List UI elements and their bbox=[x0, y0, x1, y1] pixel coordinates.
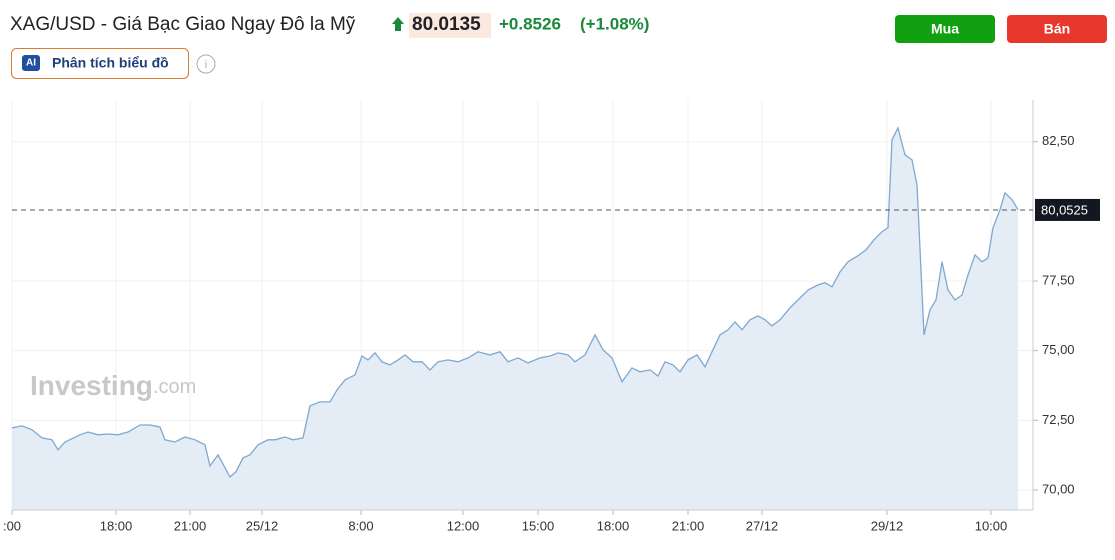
ai-button[interactable] bbox=[11, 48, 189, 79]
last-price-tag bbox=[1035, 198, 1100, 221]
change-percent: (+1.08%) bbox=[580, 14, 649, 33]
x-tick-label: 25/12 bbox=[246, 518, 279, 533]
sell-button[interactable] bbox=[1007, 15, 1107, 43]
y-tick-label: 75,00 bbox=[1042, 342, 1075, 357]
y-tick-label: 70,00 bbox=[1042, 481, 1075, 496]
x-tick-label: 10:00 bbox=[975, 518, 1008, 533]
watermark-brand: Investing bbox=[30, 370, 153, 401]
price-bg bbox=[409, 13, 491, 38]
up-arrow bbox=[392, 17, 404, 31]
x-tick-label: :00 bbox=[3, 518, 21, 533]
ai-badge: AI bbox=[26, 58, 36, 69]
title: XAG/USD - Giá Bạc Giao Ngay Đô la Mỹ bbox=[10, 14, 356, 35]
x-tick-label: 12:00 bbox=[447, 518, 480, 533]
x-tick-label: 27/12 bbox=[746, 518, 779, 533]
watermark: Investing.com bbox=[30, 370, 196, 401]
sell-label[interactable]: Bán bbox=[1044, 21, 1070, 37]
price: 80.0135 bbox=[412, 14, 481, 35]
y-tick-label: 77,50 bbox=[1042, 272, 1075, 287]
area-fill bbox=[12, 127, 1018, 511]
ai-icon bbox=[22, 55, 40, 71]
change: +0.8526 bbox=[499, 14, 561, 33]
buy-label[interactable]: Mua bbox=[931, 21, 959, 37]
buy-button[interactable] bbox=[895, 15, 995, 43]
y-tick-label: 82,50 bbox=[1042, 133, 1075, 148]
x-tick-label: 8:00 bbox=[348, 518, 373, 533]
watermark-suffix: .com bbox=[153, 376, 196, 398]
price-line bbox=[11, 126, 1019, 478]
x-tick-label: 21:00 bbox=[672, 518, 705, 533]
ai-button-label[interactable]: Phân tích biểu đồ bbox=[52, 55, 169, 71]
x-tick-label: 15:00 bbox=[522, 518, 555, 533]
x-tick-label: 21:00 bbox=[174, 518, 207, 533]
x-tick-label: 18:00 bbox=[100, 518, 133, 533]
info-i: i bbox=[205, 59, 207, 71]
x-tick-label: 29/12 bbox=[871, 518, 904, 533]
x-tick-label: 18:00 bbox=[597, 518, 630, 533]
y-tick-label: 72,50 bbox=[1042, 412, 1075, 427]
plot: 70,00 72,50 75,00 77,50 82,50 :00 18:00 21:00 25… bbox=[3, 100, 1100, 533]
last-price-label: 80,0525 bbox=[1041, 202, 1088, 217]
info-icon[interactable] bbox=[196, 54, 216, 74]
